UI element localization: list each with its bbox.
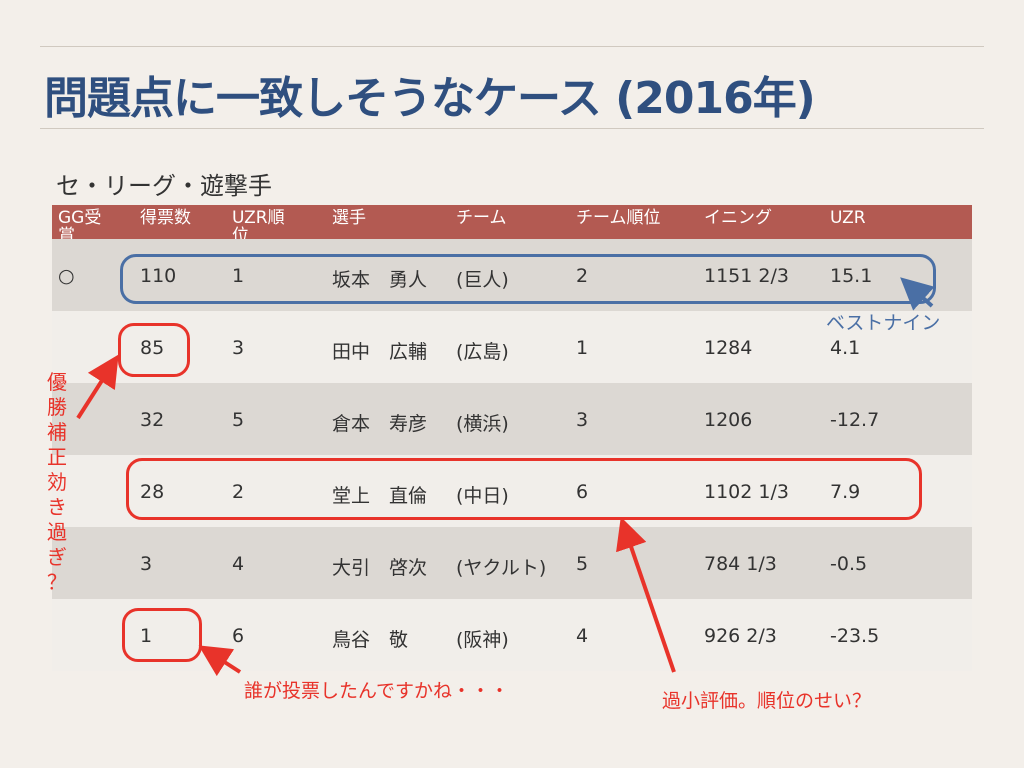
cell-gg: ○ (58, 265, 75, 287)
cell-uzr: -12.7 (830, 409, 880, 431)
cell-team-rank: 1 (576, 337, 589, 359)
cell-player: 田中 広輔 (332, 341, 428, 363)
vertical-char: 補 (47, 420, 67, 444)
cell-uzr-rank: 2 (232, 481, 245, 503)
cell-uzr-rank: 3 (232, 337, 245, 359)
header-player: 選手 (332, 208, 366, 228)
dojo-row-highlight (126, 458, 922, 520)
cell-innings: 1151 2/3 (704, 265, 789, 287)
page-title: 問題点に一致しそうなケース (2016年) (44, 73, 816, 124)
table-row: ○ 110 1 坂本 勇人 (巨人) 2 1151 2/3 15.1 (52, 239, 972, 311)
cell-innings: 926 2/3 (704, 625, 777, 647)
vertical-annotation: 優 勝 補 正 効 き 過 ぎ ？ (44, 370, 70, 595)
cell-uzr-rank: 6 (232, 625, 245, 647)
vertical-char: ぎ (47, 545, 67, 569)
cell-team: (中日) (456, 485, 509, 507)
cell-innings: 1102 1/3 (704, 481, 789, 503)
table-row: 32 5 倉本 寿彦 (横浜) 3 1206 -12.7 (52, 383, 972, 455)
cell-uzr: -23.5 (830, 625, 880, 647)
cell-team-rank: 4 (576, 625, 589, 647)
cell-team-rank: 6 (576, 481, 589, 503)
stats-table: GG受賞 得票数 UZR順位 選手 チーム チーム順位 イニング UZR ○ 1… (52, 205, 972, 671)
bottom-divider (40, 128, 984, 129)
cell-votes: 1 (140, 625, 153, 647)
cell-innings: 1206 (704, 409, 753, 431)
top-divider (40, 46, 984, 47)
table-header: GG受賞 得票数 UZR順位 選手 チーム チーム順位 イニング UZR (52, 205, 972, 239)
cell-team: (広島) (456, 341, 509, 363)
cell-team-rank: 2 (576, 265, 589, 287)
underrated-label: 過小評価。順位のせい？ (662, 690, 872, 712)
cell-player: 倉本 寿彦 (332, 413, 428, 435)
arrow-to-1 (198, 645, 242, 677)
cell-uzr: -0.5 (830, 553, 868, 575)
vertical-char: 過 (47, 520, 67, 544)
best-nine-label: ベストナイン (826, 312, 941, 334)
header-team-rank: チーム順位 (576, 208, 661, 228)
arrow-to-85 (76, 354, 119, 420)
votes-1-highlight (122, 608, 202, 662)
header-gg: GG受賞 (58, 208, 102, 239)
cell-team: (ヤクルト) (456, 557, 547, 579)
cell-player: 鳥谷 敬 (332, 629, 409, 651)
cell-innings: 1284 (704, 337, 753, 359)
cell-uzr: 7.9 (830, 481, 861, 503)
header-team: チーム (456, 208, 507, 228)
cell-innings: 784 1/3 (704, 553, 777, 575)
cell-uzr-rank: 5 (232, 409, 245, 431)
votes-85-highlight (118, 323, 190, 377)
cell-player: 大引 啓次 (332, 557, 428, 579)
cell-votes: 28 (140, 481, 165, 503)
vertical-char: き (47, 495, 67, 519)
table-row: 85 3 田中 広輔 (広島) 1 1284 4.1 (52, 311, 972, 383)
cell-uzr: 15.1 (830, 265, 873, 287)
cell-team: (阪神) (456, 629, 509, 651)
cell-team: (横浜) (456, 413, 509, 435)
arrow-to-best-nine (900, 277, 935, 311)
cell-team-rank: 5 (576, 553, 589, 575)
cell-uzr-rank: 1 (232, 265, 245, 287)
header-innings: イニング (704, 208, 772, 228)
header-votes: 得票数 (140, 208, 191, 228)
who-voted-label: 誰が投票したんですかね・・・ (244, 680, 510, 702)
cell-player: 堂上 直倫 (332, 485, 428, 507)
cell-votes: 110 (140, 265, 177, 287)
cell-uzr-rank: 4 (232, 553, 245, 575)
cell-uzr: 4.1 (830, 337, 861, 359)
vertical-char: 正 (47, 445, 67, 469)
table-body: ○ 110 1 坂本 勇人 (巨人) 2 1151 2/3 15.1 85 3 … (52, 239, 972, 671)
header-uzr-rank: UZR順位 (232, 208, 285, 239)
vertical-char: ？ (47, 570, 67, 594)
vertical-char: 効 (47, 470, 67, 494)
header-uzr: UZR (830, 208, 866, 228)
cell-team-rank: 3 (576, 409, 589, 431)
table-row: 3 4 大引 啓次 (ヤクルト) 5 784 1/3 -0.5 (52, 527, 972, 599)
vertical-char: 勝 (47, 395, 67, 419)
cell-player: 坂本 勇人 (332, 269, 428, 291)
vertical-char: 優 (47, 370, 67, 394)
section-subtitle: セ・リーグ・遊撃手 (56, 172, 272, 200)
cell-team: (巨人) (456, 269, 509, 291)
arrow-to-dojo (616, 516, 676, 673)
cell-votes: 32 (140, 409, 165, 431)
table-row: 28 2 堂上 直倫 (中日) 6 1102 1/3 7.9 (52, 455, 972, 527)
cell-votes: 3 (140, 553, 153, 575)
cell-votes: 85 (140, 337, 165, 359)
